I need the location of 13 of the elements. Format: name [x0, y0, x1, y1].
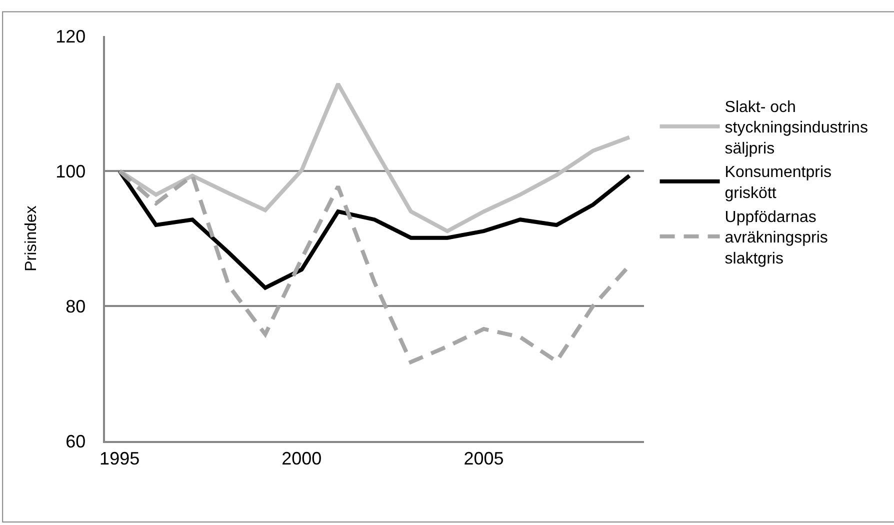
x-tick-label: 1995 [100, 448, 140, 468]
line-series [118, 82, 632, 234]
line-series [118, 169, 632, 290]
y-tick-label: 120 [56, 26, 86, 46]
y-tick-label: 60 [66, 431, 86, 452]
y-axis-title: Prisindex [23, 206, 40, 272]
legend-label: Konsumentpris griskött [724, 164, 832, 202]
y-tick-label: 80 [66, 296, 86, 316]
legend-label: Slakt- och styckningsindustrins säljpris [724, 98, 868, 158]
y-tick-label: 100 [56, 161, 86, 182]
legend-label: Uppfödarnas avräkningspris slaktgris [724, 208, 828, 268]
x-tick-label: 2005 [464, 448, 504, 468]
x-tick-label: 2000 [282, 448, 322, 468]
